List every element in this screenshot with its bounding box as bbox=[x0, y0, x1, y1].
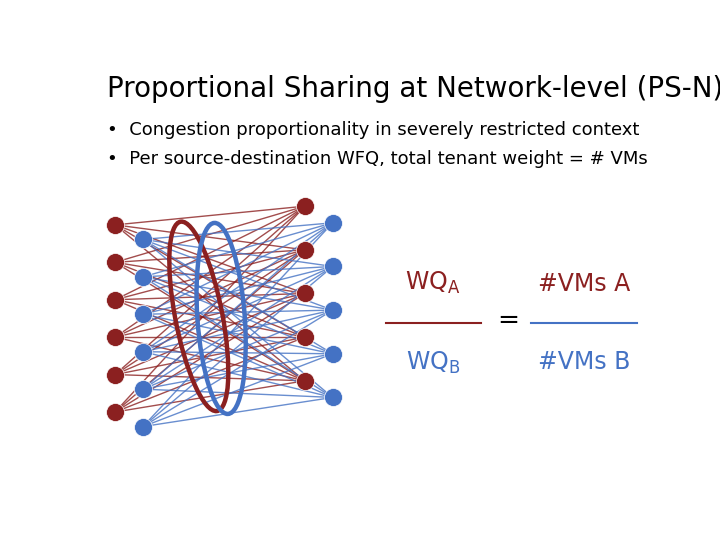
Point bbox=[138, 385, 149, 394]
Point bbox=[299, 202, 310, 211]
Point bbox=[299, 333, 310, 341]
Point bbox=[109, 333, 121, 341]
Text: •  Per source-destination WFQ, total tenant weight = # VMs: • Per source-destination WFQ, total tena… bbox=[107, 150, 647, 168]
Text: #VMs B: #VMs B bbox=[538, 349, 630, 374]
Text: Proportional Sharing at Network-level (PS-N): Proportional Sharing at Network-level (P… bbox=[107, 75, 720, 103]
Point bbox=[109, 408, 121, 416]
Point bbox=[109, 295, 121, 304]
Point bbox=[109, 220, 121, 229]
Point bbox=[299, 246, 310, 254]
Point bbox=[299, 376, 310, 385]
Text: #VMs A: #VMs A bbox=[538, 272, 630, 295]
Text: WQ$_{\rm A}$: WQ$_{\rm A}$ bbox=[405, 269, 461, 295]
Point bbox=[138, 235, 149, 244]
Point bbox=[138, 273, 149, 281]
Point bbox=[109, 370, 121, 379]
Point bbox=[138, 310, 149, 319]
Text: •  Congestion proportionality in severely restricted context: • Congestion proportionality in severely… bbox=[107, 121, 639, 139]
Point bbox=[327, 262, 338, 271]
Text: WQ$_{\rm B}$: WQ$_{\rm B}$ bbox=[406, 349, 460, 376]
Text: =: = bbox=[498, 307, 520, 334]
Point bbox=[109, 258, 121, 267]
Point bbox=[138, 347, 149, 356]
Point bbox=[327, 349, 338, 358]
Point bbox=[327, 393, 338, 402]
Point bbox=[327, 306, 338, 314]
Point bbox=[327, 219, 338, 227]
Point bbox=[299, 289, 310, 298]
Point bbox=[138, 422, 149, 431]
